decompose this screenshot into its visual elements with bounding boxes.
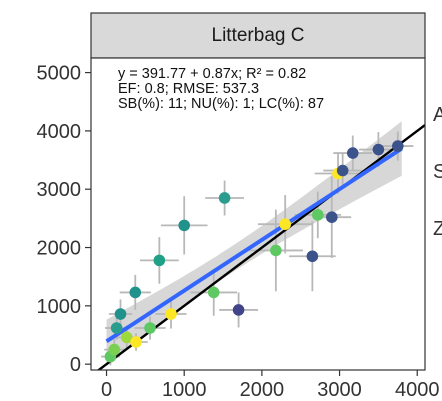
- efficiency-rmse: EF: 0.8; RMSE: 537.3: [118, 81, 259, 97]
- x-tick-label: 4000: [395, 379, 440, 401]
- data-point: [218, 192, 231, 204]
- data-point: [114, 308, 127, 320]
- x-tick-label: 0: [101, 379, 112, 401]
- identity-line: [96, 124, 425, 370]
- y-tick-label: 0: [70, 354, 81, 376]
- data-point: [120, 331, 133, 344]
- x-tick-label: 3000: [317, 379, 362, 401]
- x-tick-label: 1000: [162, 379, 207, 401]
- data-point: [178, 219, 191, 232]
- data-point: [312, 209, 324, 221]
- data-point: [270, 244, 282, 257]
- right-edge-label-z: Z: [433, 218, 442, 240]
- identity-line-layer: [96, 124, 425, 370]
- data-point: [346, 147, 359, 159]
- data-point: [392, 140, 404, 152]
- data-point: [108, 343, 121, 356]
- data-point: [110, 322, 123, 334]
- data-point: [130, 336, 142, 348]
- y-tick-label: 1000: [37, 296, 82, 318]
- axes: 0 1000 2000 3000 4000 0 1000 2000 3000 4000 5000: [37, 63, 440, 401]
- data-point: [144, 322, 156, 334]
- data-point: [207, 286, 220, 299]
- facet-title: Litterbag C: [212, 25, 305, 46]
- right-edge-label-s: S: [433, 161, 442, 183]
- regression-equation: y = 391.77 + 0.87x; R² = 0.82: [118, 66, 306, 82]
- data-point: [372, 143, 385, 156]
- data-point: [129, 286, 142, 299]
- confidence-band: [106, 121, 402, 364]
- data-point: [279, 218, 291, 231]
- regression-line-layer: [105, 146, 403, 343]
- y-tick-label: 2000: [37, 238, 82, 260]
- y-tick-label: 4000: [37, 121, 82, 143]
- data-point: [336, 164, 349, 177]
- error-decomposition: SB(%): 11; NU(%): 1; LC(%): 87: [118, 96, 324, 112]
- data-point: [325, 211, 338, 224]
- panel-border: [90, 57, 426, 371]
- regression-line: [105, 146, 403, 343]
- data-point: [165, 308, 177, 320]
- data-point: [232, 304, 245, 316]
- right-edge-label-a: A: [433, 104, 442, 126]
- fit-confidence-band: [106, 121, 402, 364]
- data-points: [104, 140, 404, 363]
- data-point: [306, 250, 319, 263]
- x-tick-label: 2000: [240, 379, 285, 401]
- facet-strip: [90, 12, 426, 59]
- y-tick-label: 5000: [37, 63, 82, 85]
- y-tick-label: 3000: [37, 179, 82, 201]
- data-point: [153, 254, 166, 267]
